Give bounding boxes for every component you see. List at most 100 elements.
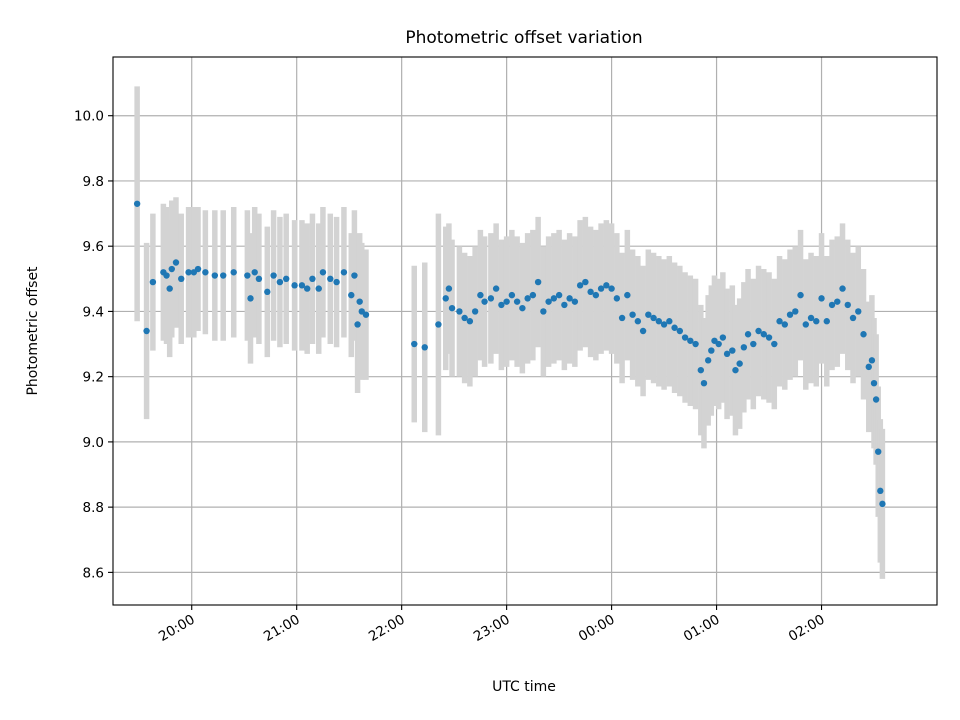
- data-point: [255, 275, 263, 283]
- data-point: [603, 282, 610, 289]
- data-point: [676, 327, 684, 335]
- data-point: [291, 282, 298, 289]
- data-point: [354, 321, 361, 328]
- data-point: [865, 363, 872, 371]
- x-tick-label: 21:00: [261, 612, 303, 645]
- data-point: [624, 291, 631, 299]
- chart-title: Photometric offset variation: [405, 28, 642, 48]
- data-point: [411, 340, 418, 348]
- data-point: [282, 275, 290, 283]
- data-point: [230, 269, 237, 276]
- data-point: [461, 314, 468, 322]
- data-point: [771, 340, 778, 348]
- data-point: [781, 321, 788, 328]
- data-point: [700, 379, 708, 387]
- data-point: [540, 308, 547, 315]
- data-point: [879, 500, 886, 508]
- data-point: [792, 308, 799, 315]
- data-point: [356, 298, 363, 305]
- data-point: [211, 272, 219, 279]
- data-point: [442, 295, 449, 302]
- data-point: [681, 334, 689, 341]
- data-point: [719, 334, 727, 341]
- data-point: [555, 291, 563, 299]
- data-point: [597, 285, 605, 292]
- data-point: [133, 200, 141, 207]
- data-point: [618, 314, 626, 322]
- data-point: [566, 295, 573, 302]
- data-point: [765, 334, 773, 341]
- data-point: [660, 321, 668, 328]
- data-point: [740, 344, 748, 351]
- data-point: [466, 318, 474, 325]
- data-point: [351, 272, 358, 279]
- y-tick-label: 8.6: [83, 565, 104, 581]
- data-point: [671, 324, 678, 331]
- data-point: [327, 275, 334, 283]
- data-point: [860, 331, 867, 338]
- data-point: [276, 278, 284, 286]
- data-point: [629, 311, 636, 318]
- data-point: [362, 311, 370, 318]
- data-point: [163, 272, 170, 279]
- data-point: [519, 304, 526, 312]
- data-point: [855, 308, 862, 315]
- data-point: [298, 282, 306, 289]
- data-point: [797, 291, 804, 299]
- data-point: [247, 295, 254, 302]
- data-point: [639, 327, 647, 335]
- x-tick-label: 00:00: [576, 612, 618, 645]
- data-point: [582, 278, 589, 286]
- data-point: [723, 350, 731, 358]
- y-axis-label: Photometric offset: [25, 266, 41, 396]
- data-point: [456, 308, 463, 315]
- data-point: [168, 265, 175, 273]
- data-point: [303, 285, 311, 292]
- data-point: [561, 301, 568, 309]
- data-point: [802, 321, 809, 328]
- data-point: [872, 396, 880, 403]
- data-point: [708, 347, 715, 354]
- data-point: [823, 318, 830, 325]
- data-point: [508, 291, 516, 299]
- data-point: [807, 314, 815, 322]
- data-point: [529, 291, 537, 299]
- data-point: [481, 298, 488, 305]
- plot-frame: [112, 56, 938, 606]
- data-point: [435, 321, 442, 328]
- data-point: [333, 278, 340, 286]
- data-point: [445, 285, 453, 292]
- x-axis-label: UTC time: [492, 679, 556, 695]
- data-point: [587, 288, 594, 296]
- data-point: [729, 347, 736, 354]
- y-tick-label: 9.8: [83, 174, 104, 190]
- data-point: [319, 269, 327, 276]
- data-point: [704, 357, 712, 364]
- data-point: [877, 487, 884, 495]
- y-tick-label: 9.0: [83, 435, 104, 451]
- data-point: [697, 366, 705, 374]
- data-point: [545, 298, 552, 305]
- error-bars: [134, 86, 886, 579]
- data-point: [576, 282, 584, 289]
- data-point: [448, 304, 456, 312]
- data-point: [348, 291, 355, 299]
- data-point: [645, 311, 652, 318]
- data-point: [471, 308, 479, 315]
- data-point: [513, 298, 521, 305]
- data-point: [875, 448, 882, 455]
- data-point: [868, 357, 876, 364]
- data-point: [750, 340, 757, 348]
- data-point: [244, 272, 251, 279]
- data-point: [340, 269, 348, 276]
- data-point: [220, 272, 227, 279]
- data-point: [194, 265, 202, 273]
- data-point: [550, 295, 558, 302]
- data-point: [309, 275, 316, 283]
- data-point: [786, 311, 794, 318]
- y-tick-label: 9.6: [83, 239, 104, 255]
- data-point: [185, 269, 192, 276]
- y-tick-label: 10.0: [74, 109, 104, 125]
- data-point: [608, 285, 615, 292]
